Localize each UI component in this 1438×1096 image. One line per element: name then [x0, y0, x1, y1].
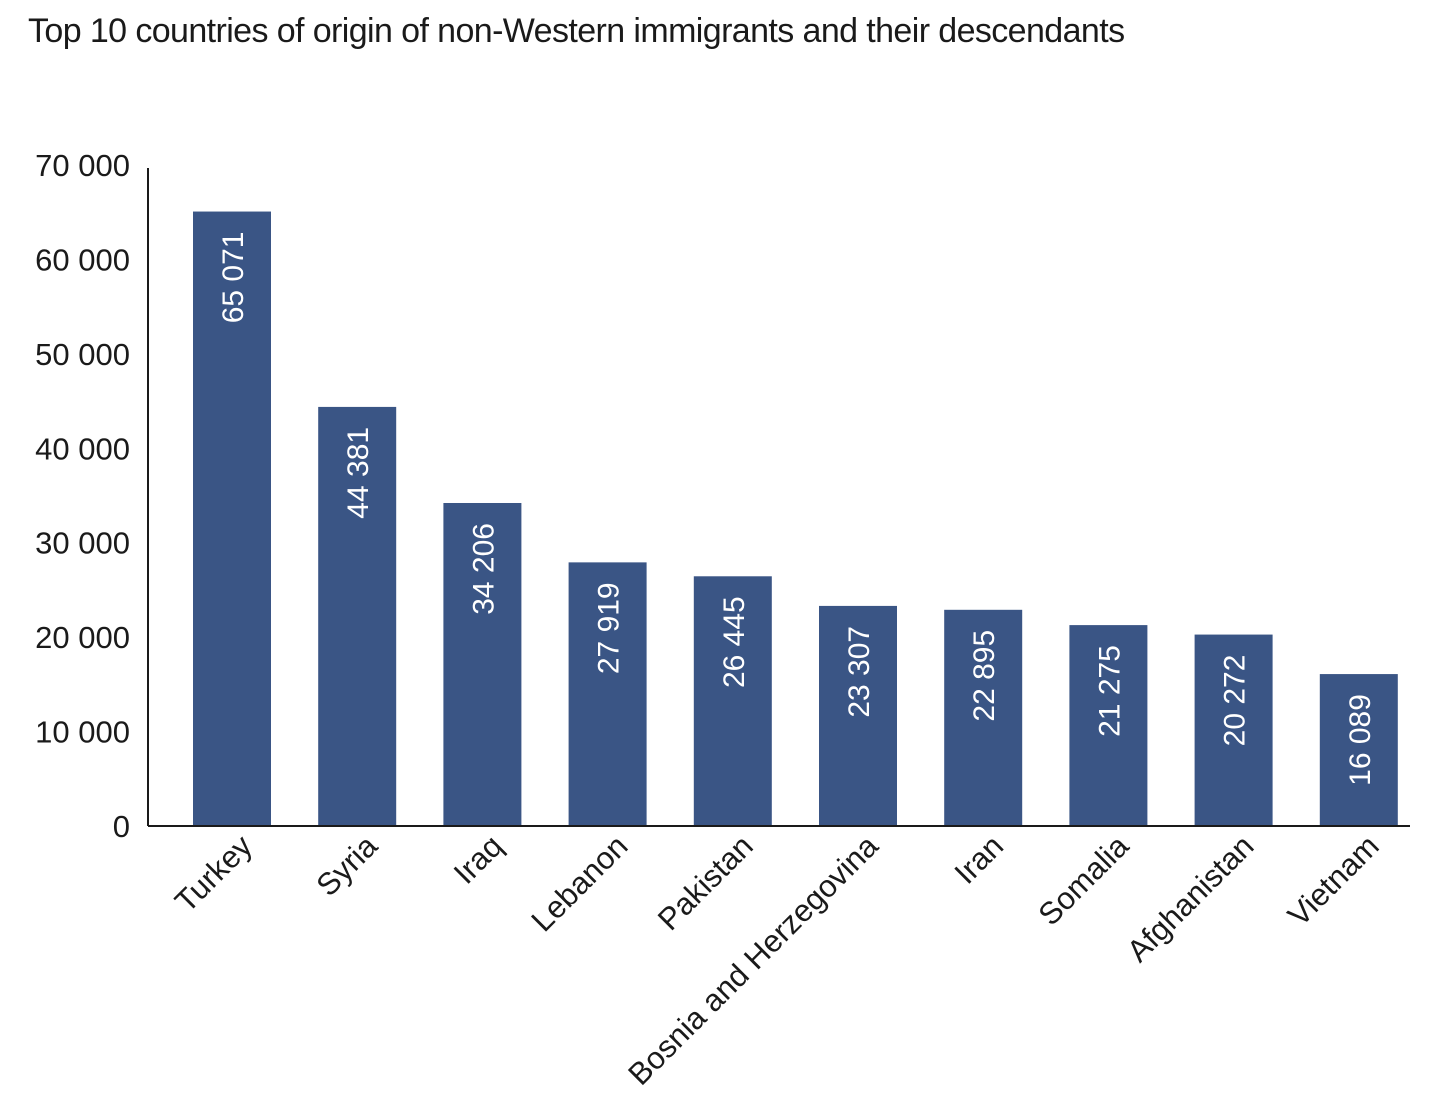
y-axis-ticks: 0 10 000 20 000 30 000 40 000 50 000 60 000 70 … [35, 148, 130, 844]
bar [193, 211, 271, 827]
bar-value-label: 21 275 [1093, 645, 1126, 737]
bar-value-label: 65 071 [217, 232, 250, 324]
bar [944, 609, 1023, 826]
bar [819, 605, 897, 826]
y-tick-label: 70 000 [35, 148, 130, 183]
bar [568, 562, 647, 826]
bar-value-label: 44 381 [342, 427, 375, 519]
bar-value-label: 23 307 [843, 626, 876, 718]
y-tick-label: 10 000 [35, 715, 130, 750]
x-tick-label: Syria [309, 828, 384, 903]
x-tick-label: Vietnam [1281, 828, 1386, 933]
bar [318, 406, 397, 826]
bar [1319, 674, 1398, 826]
bar-value-label: 22 895 [968, 630, 1001, 722]
x-tick-label: Iran [948, 828, 1011, 891]
value-labels: 65 071 44 381 34 206 27 919 26 445 23 307 22 8… [217, 232, 1377, 786]
bar [693, 576, 772, 826]
x-tick-label: Somalia [1031, 828, 1135, 932]
bar-value-label: 27 919 [593, 582, 626, 674]
x-tick-label: Bosnia and Herzegovina [621, 828, 885, 1092]
bars [193, 211, 1398, 827]
chart-title: Top 10 countries of origin of non-Wester… [28, 12, 1125, 50]
y-tick-label: 50 000 [35, 337, 130, 372]
bar-value-label: 34 206 [467, 523, 500, 615]
x-tick-label: Pakistan [651, 828, 760, 937]
y-tick-label: 30 000 [35, 526, 130, 561]
bar-value-label: 20 272 [1219, 655, 1252, 747]
y-tick-label: 60 000 [35, 242, 130, 277]
y-tick-label: 20 000 [35, 620, 130, 655]
bar [443, 502, 522, 826]
bar-value-label: 16 089 [1344, 694, 1377, 786]
x-tick-label: Lebanon [524, 828, 634, 938]
bar [1194, 634, 1273, 826]
y-tick-label: 0 [113, 809, 130, 844]
x-tick-label: Afghanistan [1120, 828, 1261, 969]
bar [1069, 625, 1148, 826]
x-tick-label: Turkey [168, 828, 259, 919]
x-tick-label: Iraq [447, 828, 510, 891]
bar-value-label: 26 445 [718, 596, 751, 688]
y-tick-label: 40 000 [35, 431, 130, 466]
